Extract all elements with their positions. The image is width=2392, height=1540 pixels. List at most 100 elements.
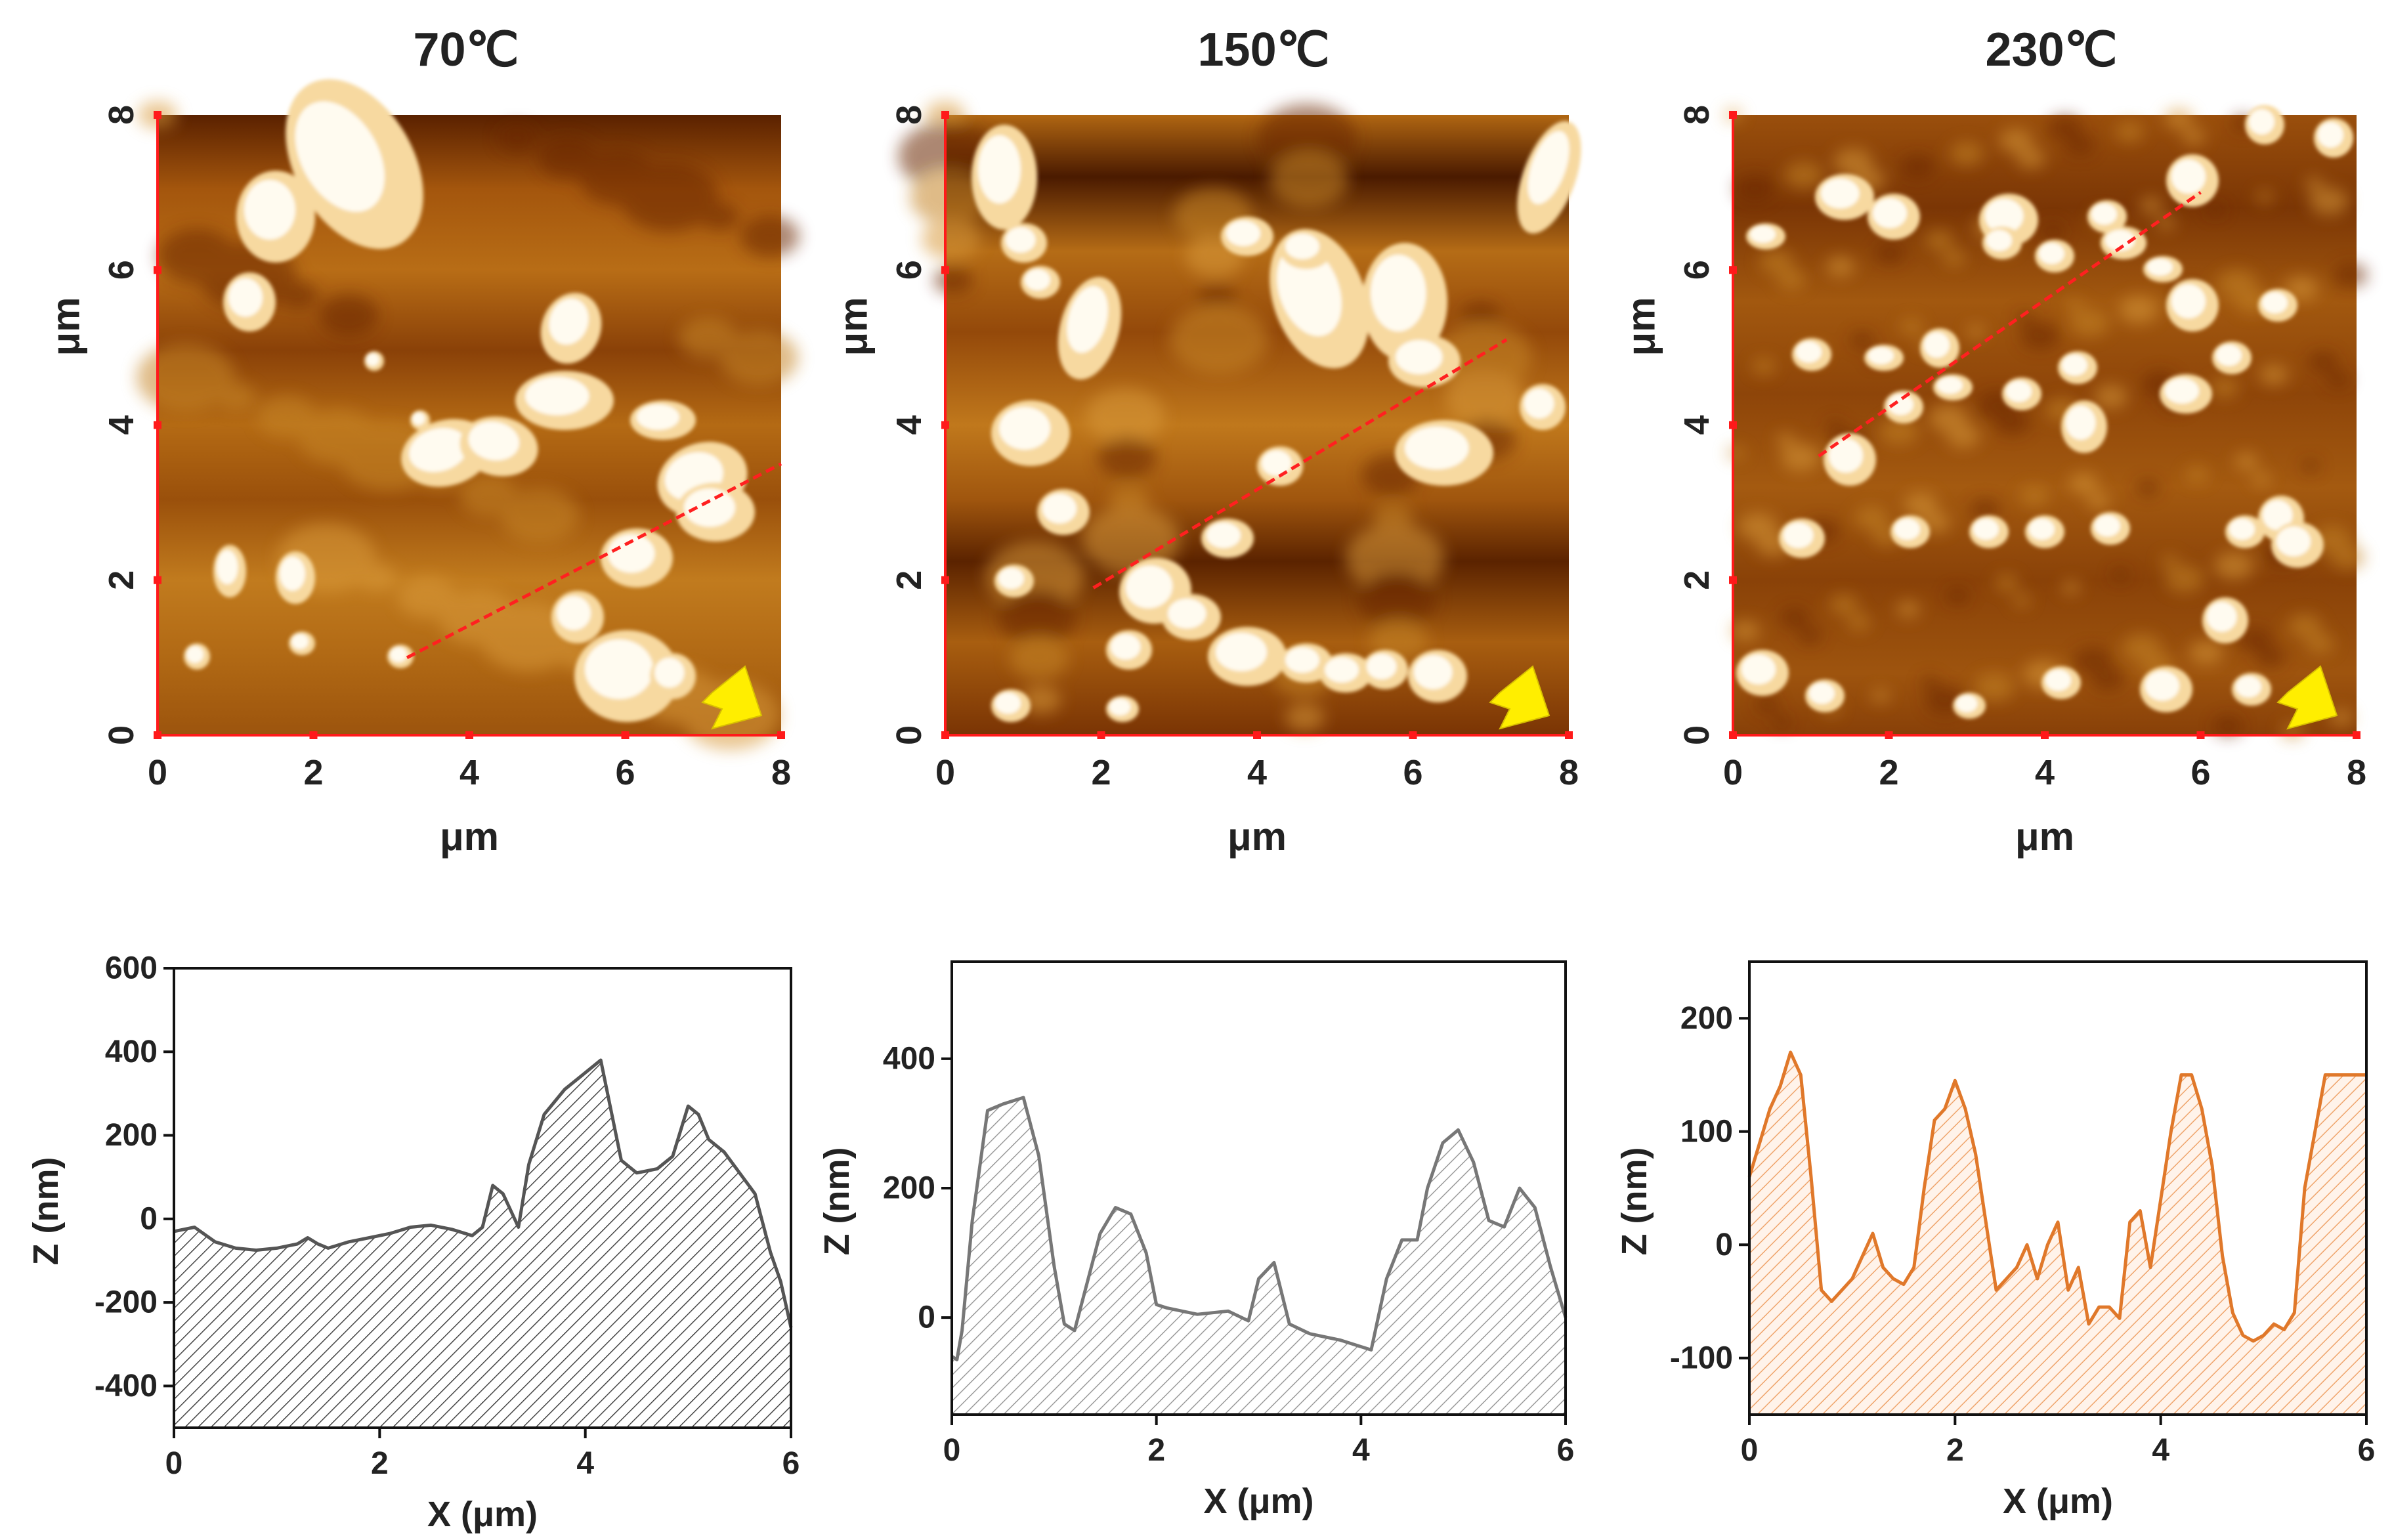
y-tick-label: 8: [102, 105, 141, 125]
particle-highlight: [1367, 654, 1397, 679]
particle-highlight: [2171, 284, 2206, 318]
x-tick-label: 8: [771, 753, 791, 792]
particle-highlight: [1524, 389, 1554, 419]
y-axis-label: μm: [832, 297, 876, 356]
y-axis-label: Z (nm): [1615, 1147, 1654, 1256]
x-tick-label: 0: [935, 753, 955, 792]
particle-highlight: [1414, 655, 1453, 689]
y-tick-label: 0: [1715, 1228, 1733, 1262]
particle-highlight: [978, 135, 1021, 203]
afm-particles: [972, 121, 1581, 722]
y-tick-label: 0: [889, 725, 929, 745]
y-tick-label: 100: [1680, 1114, 1733, 1149]
particle-highlight: [412, 412, 425, 425]
particle-highlight: [1025, 269, 1050, 291]
particle-highlight: [1809, 683, 1835, 704]
particle-highlight: [1109, 698, 1131, 716]
y-tick-label: 8: [889, 105, 929, 125]
particle-highlight: [585, 639, 653, 699]
y-tick-label: 400: [883, 1041, 935, 1076]
particle-highlight: [2262, 292, 2288, 314]
particle-highlight: [1207, 523, 1241, 548]
y-tick-label: 0: [1677, 725, 1717, 745]
x-tick-mark: [309, 731, 318, 739]
profile-line: [173, 1058, 793, 1328]
particle-highlight: [409, 427, 468, 473]
y-tick-mark: [1729, 266, 1737, 274]
particle-highlight: [684, 488, 735, 527]
particle-highlight: [557, 596, 591, 630]
y-tick-label: 200: [1680, 1001, 1733, 1036]
particle-highlight: [2276, 526, 2311, 557]
particle-highlight: [1111, 634, 1141, 660]
particle-highlight: [1986, 230, 2012, 251]
particle-highlight: [2318, 122, 2343, 148]
y-tick-label: -200: [95, 1285, 158, 1320]
particle-highlight: [295, 101, 385, 212]
particle-highlight: [1868, 347, 1894, 364]
particle-highlight: [2062, 354, 2087, 376]
x-tick-label: 6: [782, 1446, 800, 1481]
x-tick-mark: [1253, 731, 1261, 739]
afm-title: 70℃: [414, 24, 519, 76]
y-tick-label: 600: [105, 951, 158, 986]
x-tick-label: 4: [1247, 753, 1267, 792]
particle-highlight: [1783, 523, 1814, 548]
particle-highlight: [1216, 633, 1267, 672]
x-tick-label: 4: [1352, 1433, 1370, 1468]
afm-particles: [1736, 105, 2353, 719]
particle-highlight: [637, 404, 679, 430]
particle-highlight: [1894, 519, 1920, 540]
particle-highlight: [1527, 131, 1570, 204]
y-tick-label: 200: [105, 1118, 158, 1153]
particle-highlight: [186, 646, 203, 663]
particle-highlight: [2216, 345, 2242, 366]
particle-highlight: [2147, 259, 2173, 276]
y-tick-label: 6: [102, 260, 141, 280]
y-axis-label: Z (nm): [817, 1147, 857, 1256]
y-tick-label: 2: [889, 570, 929, 590]
x-tick-mark: [1097, 731, 1105, 739]
particle-highlight: [1937, 377, 1963, 394]
x-tick-mark: [1409, 731, 1417, 739]
particle-highlight: [998, 568, 1024, 589]
particle-highlight: [1226, 221, 1260, 246]
profile-line: [1747, 1050, 2366, 1343]
particle-highlight: [2095, 515, 2120, 537]
y-tick-label: 0: [140, 1201, 158, 1236]
height-profile-1: 0 2 4 6 600 400 200 0 -200 -400 X (μm) Z (nm): [26, 951, 800, 1535]
particle-highlight: [2229, 519, 2255, 540]
particle-highlight: [1821, 179, 1860, 209]
x-tick-label: 0: [165, 1446, 183, 1481]
x-tick-label: 0: [1741, 1433, 1759, 1468]
particle-highlight: [2249, 109, 2275, 135]
particle-highlight: [525, 377, 589, 416]
y-tick-mark: [154, 576, 161, 584]
particle-highlight: [1973, 519, 1999, 540]
x-tick-label: 2: [1946, 1433, 1964, 1468]
x-tick-label: 2: [303, 753, 323, 792]
x-axis-label: μm: [440, 815, 499, 859]
afm-title: 230℃: [1986, 24, 2118, 76]
x-axis-label: X (μm): [2003, 1482, 2113, 1521]
x-axis-label: μm: [2015, 815, 2074, 859]
y-tick-mark: [1729, 111, 1737, 119]
y-axis-label: μm: [1619, 297, 1663, 356]
x-tick-label: 2: [371, 1446, 389, 1481]
y-tick-label: 4: [102, 415, 141, 435]
afm-panel-2: 150℃ 0 2 4 6 8 0 2 4 6 8 μm μm: [832, 24, 1581, 859]
y-tick-mark: [1729, 731, 1737, 739]
particle-highlight: [1888, 394, 1913, 416]
y-tick-label: -400: [95, 1369, 158, 1403]
particle-highlight: [1006, 227, 1036, 253]
particle-highlight: [2029, 519, 2055, 540]
particle-highlight: [280, 557, 305, 591]
y-tick-mark: [154, 266, 161, 274]
particle-highlight: [2263, 500, 2293, 530]
particle-highlight: [2165, 378, 2199, 404]
x-tick-label: 8: [1559, 753, 1579, 792]
afm-particles: [184, 79, 755, 722]
height-profile-2: 0 2 4 6 400 200 0 X (μm) Z (nm): [817, 960, 1574, 1521]
x-tick-mark: [465, 731, 473, 739]
